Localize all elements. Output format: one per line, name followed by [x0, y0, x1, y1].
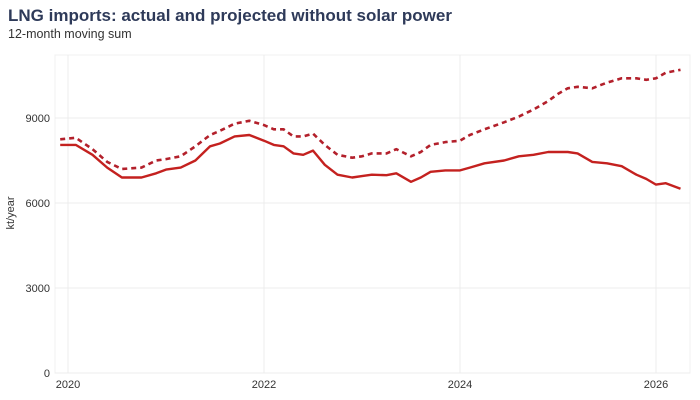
x-tick-label: 2024 — [448, 379, 472, 391]
actual-series-line — [60, 133, 681, 190]
y-axis-label: kt/year — [5, 196, 17, 229]
x-tick-label: 2022 — [252, 379, 276, 391]
y-tick-label: 6000 — [26, 198, 50, 210]
chart-subtitle: 12-month moving sum — [8, 27, 132, 41]
projected-series-line — [60, 68, 681, 171]
x-tick-label: 2020 — [56, 379, 80, 391]
y-tick-label: 9000 — [26, 113, 50, 125]
x-tick-label: 2026 — [644, 379, 668, 391]
y-tick-label: 3000 — [26, 283, 50, 295]
chart-title: LNG imports: actual and projected withou… — [8, 6, 452, 25]
plot-area — [54, 54, 691, 374]
y-tick-label: 0 — [44, 368, 50, 380]
